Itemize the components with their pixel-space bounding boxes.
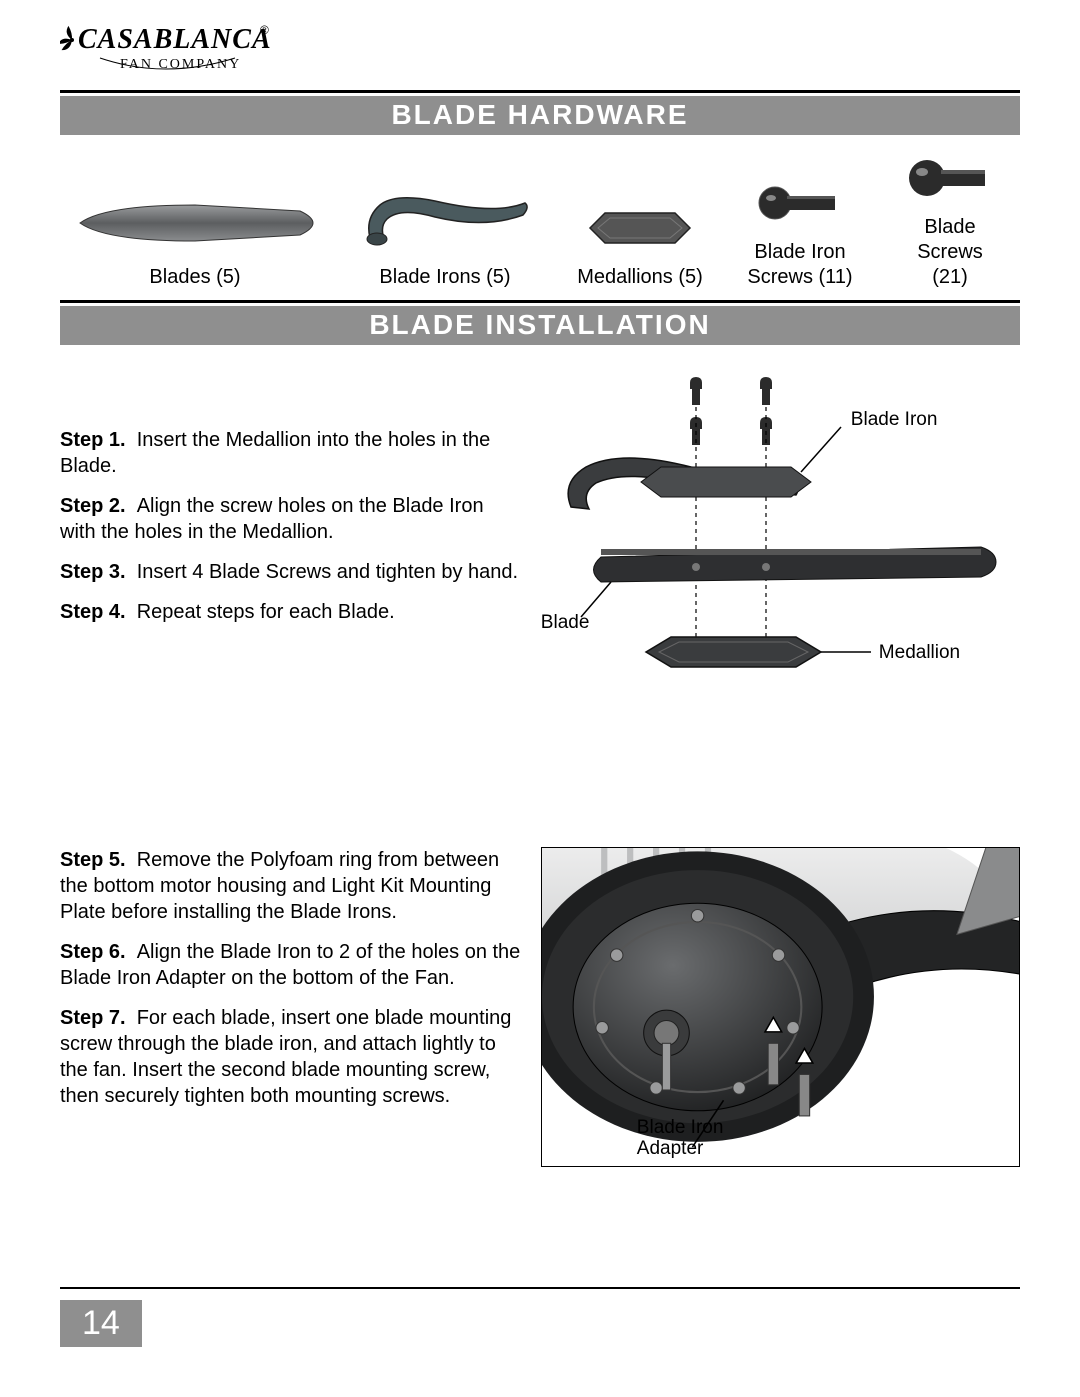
blade-iron-icon bbox=[355, 183, 535, 253]
callout-blade: Blade bbox=[541, 612, 590, 634]
step-num: Step 2. bbox=[60, 495, 126, 517]
svg-text:®: ® bbox=[260, 23, 269, 37]
hw-label: Medallions (5) bbox=[577, 265, 703, 290]
step-num: Step 7. bbox=[60, 1007, 126, 1029]
diagram-exploded: Blade Iron Blade Medallion bbox=[541, 367, 1020, 707]
steps-col-a: Step 1. Insert the Medallion into the ho… bbox=[60, 367, 521, 707]
hw-blade-irons: Blade Irons (5) bbox=[350, 183, 540, 290]
screw-icon bbox=[755, 178, 845, 228]
hw-label: Blade Irons (5) bbox=[379, 265, 510, 290]
hw-iron-screws: Blade IronScrews (11) bbox=[740, 178, 860, 290]
steps-col-b: Step 5. Remove the Polyfoam ring from be… bbox=[60, 847, 521, 1167]
hw-blades: Blades (5) bbox=[70, 193, 320, 290]
medallion-icon bbox=[585, 203, 695, 253]
step-num: Step 6. bbox=[60, 941, 126, 963]
step-num: Step 5. bbox=[60, 849, 126, 871]
brand-logo: CASABLANCA ® FAN COMPANY bbox=[60, 18, 270, 80]
callout-adapter: Blade IronAdapter bbox=[637, 1118, 724, 1160]
bottom-rule bbox=[60, 1287, 1020, 1289]
section-install-bar: BLADE INSTALLATION bbox=[60, 306, 1020, 345]
hw-label: Blades (5) bbox=[149, 265, 240, 290]
step-text: Repeat steps for each Blade. bbox=[137, 601, 395, 623]
step-text: For each blade, insert one blade mountin… bbox=[60, 1007, 511, 1107]
page-number: 14 bbox=[60, 1300, 142, 1347]
hw-blade-screws: Blade Screws(21) bbox=[890, 153, 1010, 290]
step-num: Step 3. bbox=[60, 561, 126, 583]
rule-top bbox=[60, 90, 1020, 93]
blade-icon bbox=[75, 193, 315, 253]
svg-text:FAN COMPANY: FAN COMPANY bbox=[120, 57, 241, 72]
callout-medallion: Medallion bbox=[879, 642, 960, 664]
step-num: Step 1. bbox=[60, 429, 126, 451]
callout-blade-iron: Blade Iron bbox=[851, 409, 938, 431]
section-hardware-bar: BLADE HARDWARE bbox=[60, 96, 1020, 135]
hw-medallions: Medallions (5) bbox=[570, 203, 710, 290]
hw-label: Blade Screws(21) bbox=[890, 215, 1010, 290]
step-text: Remove the Polyfoam ring from between th… bbox=[60, 849, 499, 923]
step-text: Align the Blade Iron to 2 of the holes o… bbox=[60, 941, 520, 989]
rule-mid bbox=[60, 300, 1020, 303]
hardware-row: Blades (5) Blade Irons (5) Medallions (5… bbox=[60, 135, 1020, 300]
diagram-fan-bottom: Blade IronAdapter bbox=[541, 847, 1020, 1167]
install-block-2: Step 5. Remove the Polyfoam ring from be… bbox=[60, 847, 1020, 1167]
svg-text:CASABLANCA: CASABLANCA bbox=[78, 24, 270, 55]
step-num: Step 4. bbox=[60, 601, 126, 623]
hw-label: Blade IronScrews (11) bbox=[747, 240, 852, 290]
screw-icon bbox=[905, 153, 995, 203]
install-block-1: Step 1. Insert the Medallion into the ho… bbox=[60, 367, 1020, 707]
step-text: Insert 4 Blade Screws and tighten by han… bbox=[137, 561, 518, 583]
